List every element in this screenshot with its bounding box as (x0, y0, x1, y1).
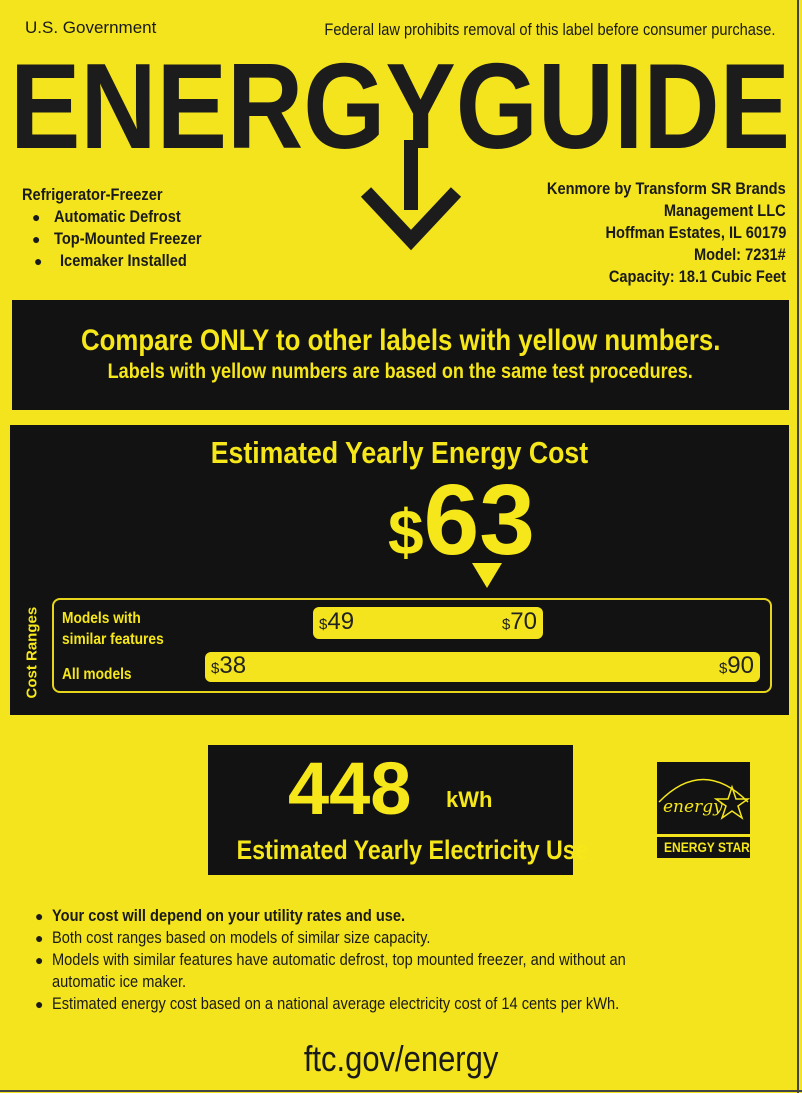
note-item: ● Estimated energy cost based on a nation… (35, 994, 620, 1013)
note-item-continued: automatic ice maker. (52, 972, 187, 991)
kwh-unit: kWh (446, 787, 493, 812)
note-item: ● Both cost ranges based on models of sim… (35, 928, 431, 947)
cost-marker-triangle-icon (472, 563, 502, 588)
note-item: ● Models with similar features have autom… (35, 950, 626, 969)
footer-link[interactable]: ftc.gov/energy (303, 1038, 499, 1079)
government-label: U.S. Government (25, 18, 157, 37)
product-info: Refrigerator-Freezer ● Automatic Defrost … (22, 184, 226, 272)
electricity-panel: 448 kWh Estimated Yearly Electricity Use (208, 745, 589, 875)
cost-ranges-box (52, 598, 772, 693)
energyguide-logo: ENERGYGUIDE (10, 52, 790, 251)
manufacturer-info: Kenmore by Transform SR Brands Managemen… (547, 179, 786, 286)
right-border (797, 0, 799, 1093)
energy-star-logo: energy ENERGY STAR (657, 762, 750, 858)
feature-item: ● Top-Mounted Freezer (32, 229, 202, 248)
removal-notice: Federal law prohibits removal of this la… (323, 20, 775, 39)
energyguide-wordmark: ENERGYGUIDE (10, 52, 790, 174)
all-models-label: All models (62, 666, 132, 683)
energy-script: energy (663, 797, 723, 817)
similar-models-range-bar: $49 $70 (313, 607, 543, 639)
note-item: ● Your cost will depend on your utility r… (35, 906, 406, 925)
cost-ranges-label: Cost Ranges (23, 606, 41, 699)
electricity-label: Estimated Yearly Electricity Use (236, 835, 589, 865)
bottom-border (0, 1090, 802, 1092)
notes-list: ● Your cost will depend on your utility r… (35, 905, 775, 1015)
star-icon (713, 784, 750, 820)
similar-models-label: Models with similar features (62, 610, 164, 648)
cost-value: $63 (388, 464, 535, 576)
product-type: Refrigerator-Freezer (22, 185, 163, 204)
cost-title: Estimated Yearly Energy Cost (210, 435, 589, 470)
kwh-value: 448 (288, 747, 412, 830)
down-arrow-icon (360, 140, 462, 251)
all-models-range-bar: $38 $90 (205, 652, 760, 682)
cost-panel: Estimated Yearly Energy Cost $63 Cost Ra… (10, 425, 789, 715)
compare-banner: Compare ONLY to other labels with yellow… (12, 300, 789, 410)
feature-item: ● Automatic Defrost (32, 207, 181, 226)
feature-item: ● Icemaker Installed (34, 251, 187, 270)
